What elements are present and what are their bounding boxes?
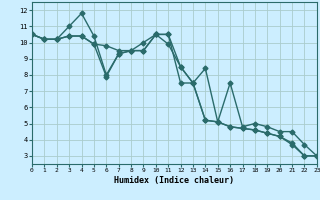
X-axis label: Humidex (Indice chaleur): Humidex (Indice chaleur) <box>115 176 234 185</box>
